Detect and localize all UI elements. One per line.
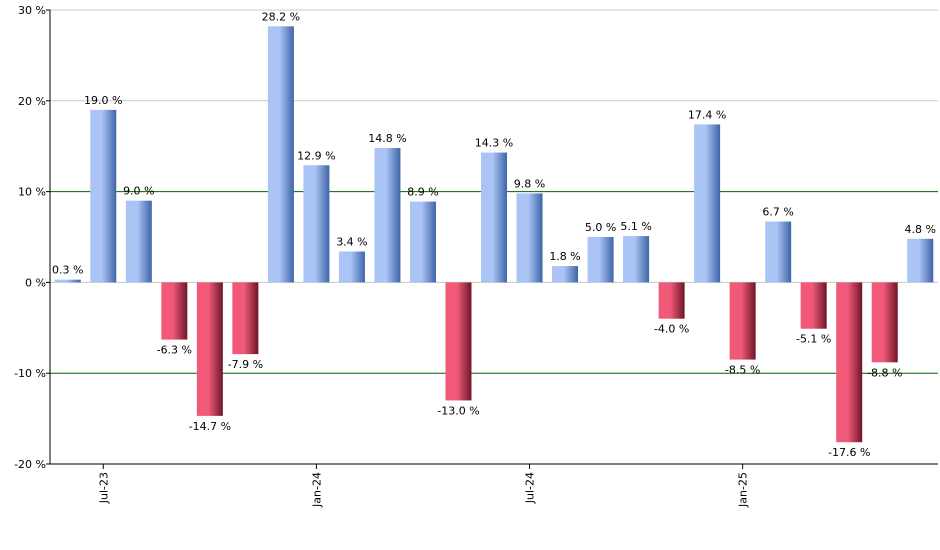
bar [267,26,294,283]
data-label: -8.5 % [725,364,760,377]
bar [552,266,579,283]
data-label: -5.1 % [796,333,831,346]
data-label: 28.2 % [262,10,300,23]
bars [54,26,934,443]
axes: 30 % 20 % 10 % 0 % -10 % -20 % Jul-23 Jan-24 Jul… [14,4,938,508]
x-tick-label: Jul-24 [524,472,537,504]
bar [836,282,863,443]
bar [409,201,436,283]
bar [90,109,117,283]
data-label: 14.3 % [475,137,513,150]
bar [800,282,827,329]
data-label: 14.8 % [368,132,406,145]
data-label: -13.0 % [437,404,479,417]
bar [374,148,401,283]
data-label: -7.9 % [228,358,263,371]
bar [516,193,543,283]
bar [125,200,152,283]
y-tick-label: 20 % [18,95,46,108]
data-label: 0.3 % [52,264,83,277]
data-label: -17.6 % [828,446,870,459]
bar [196,282,223,416]
bar [623,236,650,283]
data-label: 19.0 % [84,94,122,107]
bar [871,282,898,363]
bar [694,124,721,283]
y-tick-label: 10 % [18,186,46,199]
data-label: 6.7 % [762,206,793,219]
y-tick-label: -20 % [14,458,46,471]
bar [658,282,685,319]
x-tick-label: Jan-25 [737,472,750,508]
data-label: 17.4 % [688,108,726,121]
bar [765,221,792,283]
data-label: 9.8 % [514,177,545,190]
bar [729,282,756,360]
data-label: -6.3 % [157,344,192,357]
data-label: 3.4 % [336,236,367,249]
y-tick-label: 0 % [25,276,46,289]
bar [232,282,259,355]
data-label: 12.9 % [297,149,335,162]
data-label: -14.7 % [189,420,231,433]
bar [907,238,934,283]
data-label: -8.8 % [867,366,902,379]
data-label: 5.0 % [585,221,616,234]
bar [338,251,365,283]
data-label: 1.8 % [549,250,580,263]
data-label: 5.1 % [620,220,651,233]
data-label: 8.9 % [407,186,438,199]
bar [445,282,472,401]
x-tick-label: Jan-24 [310,472,323,508]
data-labels: 0.3 % 19.0 % 9.0 % -6.3 % -14.7 % -7.9 % 28.2 … [52,10,936,459]
bar [303,165,330,283]
y-tick-label: 30 % [18,4,46,17]
data-label: 4.8 % [905,223,936,236]
y-tick-label: -10 % [14,367,46,380]
bar [481,152,507,283]
bar [587,237,614,283]
bar [54,279,81,283]
bar [161,282,188,340]
data-label: 9.0 % [123,185,154,198]
data-label: -4.0 % [654,323,689,336]
x-tick-label: Jul-23 [97,472,110,504]
